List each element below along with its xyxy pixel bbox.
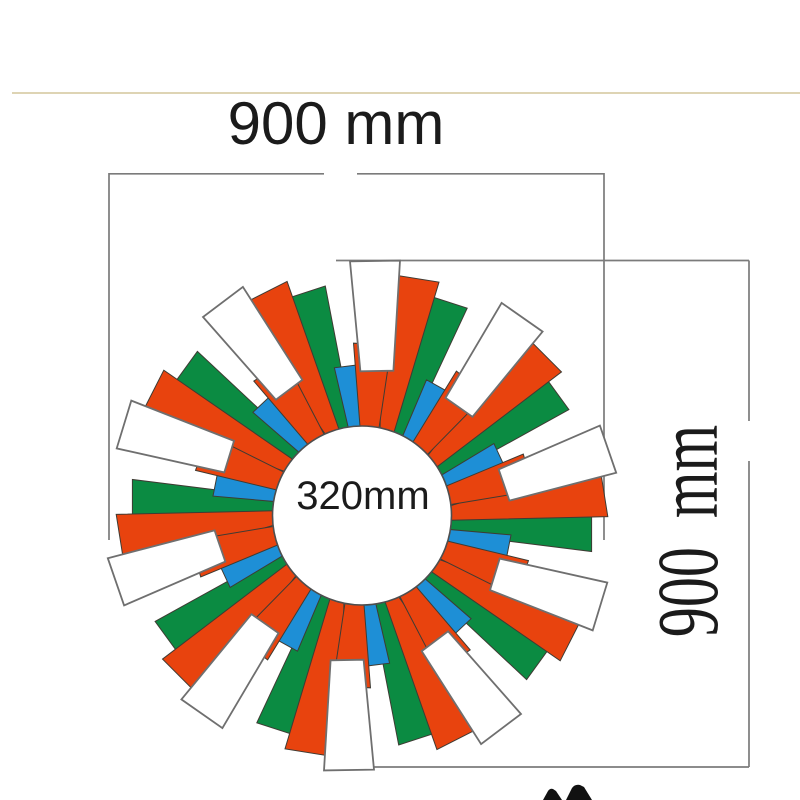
- corner-mark: [543, 788, 562, 800]
- white-blade: [115, 399, 236, 474]
- white-blade: [201, 285, 304, 401]
- core-diameter-label: 320mm: [296, 474, 430, 518]
- white-blade: [444, 301, 544, 419]
- white-blade: [420, 630, 523, 746]
- white-blade: [323, 658, 375, 772]
- corner-mark: [566, 784, 592, 800]
- white-blade: [106, 529, 227, 607]
- hub-circle: [271, 425, 453, 606]
- white-blade: [497, 424, 618, 502]
- width-dimension-label: 900 mm: [227, 90, 445, 157]
- white-blade: [488, 557, 609, 632]
- height-dimension-label: 900 mm: [640, 424, 736, 638]
- white-blade: [180, 612, 280, 730]
- white-blade: [349, 259, 401, 373]
